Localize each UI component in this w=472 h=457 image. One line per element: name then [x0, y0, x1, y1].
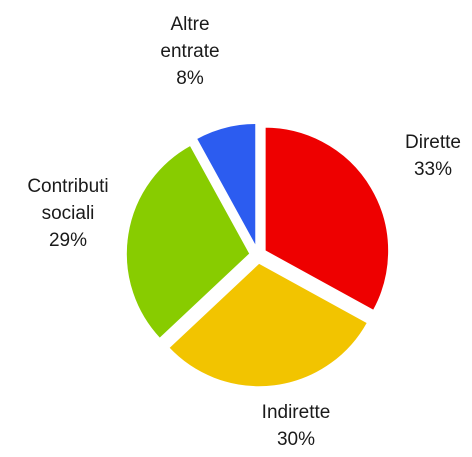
- slice-name-3: Altre: [170, 14, 209, 35]
- pie-labels: Dirette 33% Indirette 30% Contributi sociali 2…: [27, 14, 461, 450]
- pie-slices: [125, 122, 390, 388]
- slice-percent-3: 8%: [176, 68, 204, 89]
- slice-percent-0: 33%: [414, 159, 452, 180]
- slice-label-2: Contributi sociali 29%: [27, 176, 108, 251]
- slice-name-0: Dirette: [405, 132, 461, 153]
- slice-percent-2: 29%: [49, 230, 87, 251]
- slice-percent-1: 30%: [277, 429, 315, 450]
- slice-label-0: Dirette 33%: [405, 132, 461, 180]
- slice-label-1: Indirette 30%: [262, 402, 331, 450]
- slice-name-2: sociali: [42, 203, 95, 224]
- slice-label-3: Altre entrate 8%: [160, 14, 219, 89]
- slice-name-1: Indirette: [262, 402, 331, 423]
- pie-slice-3: [195, 122, 257, 248]
- slice-name-3: entrate: [160, 41, 219, 62]
- pie-slice-2: [125, 144, 252, 340]
- slice-name-2: Contributi: [27, 176, 108, 197]
- pie-slice-1: [167, 262, 369, 388]
- pie-slice-0: [264, 126, 390, 312]
